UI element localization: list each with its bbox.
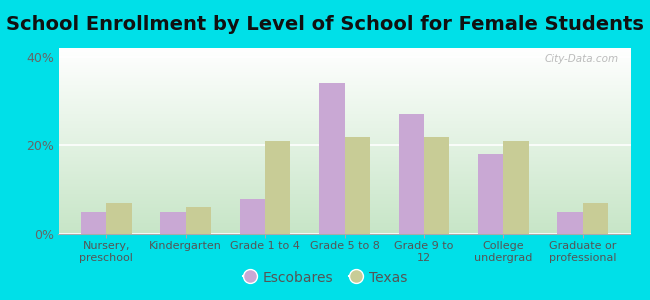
Bar — [240, 199, 265, 234]
Bar — [319, 83, 344, 234]
Bar — [424, 136, 449, 234]
Bar — [478, 154, 503, 234]
Bar — [160, 212, 186, 234]
Bar — [583, 203, 608, 234]
Bar — [186, 207, 211, 234]
Bar — [398, 114, 424, 234]
Text: City-Data.com: City-Data.com — [545, 54, 619, 64]
Bar — [503, 141, 529, 234]
Bar — [344, 136, 370, 234]
Bar — [265, 141, 291, 234]
Bar — [81, 212, 106, 234]
Bar — [558, 212, 583, 234]
Bar — [106, 203, 131, 234]
Text: School Enrollment by Level of School for Female Students: School Enrollment by Level of School for… — [6, 15, 644, 34]
Legend: Escobares, Texas: Escobares, Texas — [237, 265, 413, 290]
